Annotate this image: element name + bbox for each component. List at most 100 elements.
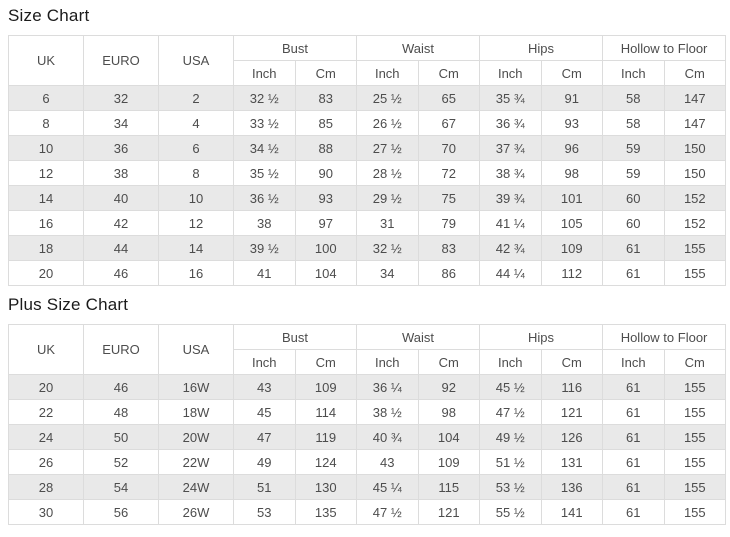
- table-cell: 37 ¾: [479, 135, 542, 161]
- table-cell: 109: [540, 235, 604, 261]
- table-row: 20 46 16W 43 109 36 ¼ 92 45 ½ 116 61 155: [8, 374, 727, 400]
- table-cell: 98: [540, 160, 604, 186]
- table-cell: 28 ½: [356, 160, 419, 186]
- table-cell: 93: [294, 185, 358, 211]
- table-cell: 152: [663, 185, 727, 211]
- table-cell: 155: [663, 424, 727, 450]
- table-cell: 42 ¾: [479, 235, 542, 261]
- table-cell: 6: [158, 135, 234, 161]
- table-cell: 155: [663, 374, 727, 400]
- header-row-units: Inch Cm Inch Cm Inch Cm Inch Cm: [9, 349, 727, 375]
- subheader-bust-cm: Cm: [294, 60, 358, 86]
- table-cell: 79: [417, 210, 481, 236]
- table-cell: 44: [83, 235, 159, 261]
- table-cell: 45: [233, 399, 296, 425]
- table-cell: 51 ½: [479, 449, 542, 475]
- table-cell: 53 ½: [479, 474, 542, 500]
- plus-size-chart-body: 20 46 16W 43 109 36 ¼ 92 45 ½ 116 61 155 22 48 18W 45 1…: [8, 374, 727, 525]
- column-header-usa: USA: [158, 35, 234, 86]
- table-cell: 61: [602, 374, 665, 400]
- table-cell: 105: [540, 210, 604, 236]
- table-cell: 47 ½: [479, 399, 542, 425]
- table-cell: 4: [158, 110, 234, 136]
- table-cell: 20: [8, 374, 84, 400]
- table-cell: 45 ¼: [356, 474, 419, 500]
- table-cell: 24W: [158, 474, 234, 500]
- table-row: 30 56 26W 53 135 47 ½ 121 55 ½ 141 61 155: [8, 499, 727, 525]
- column-header-euro: EURO: [83, 35, 159, 86]
- table-cell: 38 ½: [356, 399, 419, 425]
- table-cell: 93: [540, 110, 604, 136]
- table-cell: 70: [417, 135, 481, 161]
- table-cell: 2: [158, 85, 234, 111]
- table-cell: 10: [8, 135, 84, 161]
- table-cell: 98: [417, 399, 481, 425]
- table-cell: 112: [540, 260, 604, 286]
- table-cell: 72: [417, 160, 481, 186]
- table-cell: 29 ½: [356, 185, 419, 211]
- table-cell: 38: [83, 160, 159, 186]
- table-cell: 155: [663, 499, 727, 525]
- table-cell: 30: [8, 499, 84, 525]
- table-cell: 116: [540, 374, 604, 400]
- table-cell: 86: [417, 260, 481, 286]
- table-cell: 34: [356, 260, 419, 286]
- table-cell: 155: [663, 449, 727, 475]
- subheader-waist-inch: Inch: [356, 60, 419, 86]
- table-cell: 39 ¾: [479, 185, 542, 211]
- table-cell: 135: [294, 499, 358, 525]
- subheader-bust-inch: Inch: [233, 60, 296, 86]
- table-row: 6 32 2 32 ½ 83 25 ½ 65 35 ¾ 91 58 147: [8, 85, 727, 111]
- table-cell: 47: [233, 424, 296, 450]
- table-cell: 147: [663, 110, 727, 136]
- table-cell: 90: [294, 160, 358, 186]
- table-row: 28 54 24W 51 130 45 ¼ 115 53 ½ 136 61 155: [8, 474, 727, 500]
- table-cell: 61: [602, 235, 665, 261]
- table-cell: 92: [417, 374, 481, 400]
- table-cell: 97: [294, 210, 358, 236]
- subheader-hollow-inch: Inch: [602, 60, 665, 86]
- table-cell: 61: [602, 399, 665, 425]
- table-cell: 32: [83, 85, 159, 111]
- table-cell: 38: [233, 210, 296, 236]
- table-cell: 155: [663, 474, 727, 500]
- table-cell: 155: [663, 260, 727, 286]
- table-cell: 45 ½: [479, 374, 542, 400]
- size-chart-body: 6 32 2 32 ½ 83 25 ½ 65 35 ¾ 91 58 147 8 34 4 33 ½ 85 26 …: [8, 85, 727, 286]
- table-cell: 136: [540, 474, 604, 500]
- column-group-waist: Waist: [356, 324, 481, 350]
- table-cell: 46: [83, 260, 159, 286]
- table-row: 16 42 12 38 97 31 79 41 ¼ 105 60 152: [8, 210, 727, 236]
- table-cell: 67: [417, 110, 481, 136]
- table-cell: 26 ½: [356, 110, 419, 136]
- subheader-bust-cm: Cm: [294, 349, 358, 375]
- table-cell: 131: [540, 449, 604, 475]
- table-row: 24 50 20W 47 119 40 ¾ 104 49 ½ 126 61 155: [8, 424, 727, 450]
- table-cell: 31: [356, 210, 419, 236]
- table-cell: 35 ¾: [479, 85, 542, 111]
- table-cell: 34 ½: [233, 135, 296, 161]
- column-group-hollow-to-floor: Hollow to Floor: [602, 35, 727, 61]
- column-group-hollow-to-floor: Hollow to Floor: [602, 324, 727, 350]
- table-cell: 58: [602, 85, 665, 111]
- table-cell: 41 ¼: [479, 210, 542, 236]
- table-cell: 50: [83, 424, 159, 450]
- plus-size-chart-header: UK EURO USA Bust Waist Hips Hollow to Fl…: [8, 324, 727, 375]
- column-group-bust: Bust: [232, 35, 358, 61]
- table-cell: 51: [233, 474, 296, 500]
- table-cell: 104: [417, 424, 481, 450]
- size-chart-title: Size Chart: [8, 6, 90, 25]
- column-header-uk: UK: [8, 35, 84, 86]
- table-cell: 53: [233, 499, 296, 525]
- subheader-waist-cm: Cm: [417, 349, 481, 375]
- table-cell: 43: [233, 374, 296, 400]
- table-cell: 18W: [158, 399, 234, 425]
- table-cell: 20: [8, 260, 84, 286]
- table-row: 10 36 6 34 ½ 88 27 ½ 70 37 ¾ 96 59 150: [8, 135, 727, 161]
- table-cell: 46: [83, 374, 159, 400]
- table-row: 8 34 4 33 ½ 85 26 ½ 67 36 ¾ 93 58 147: [8, 110, 727, 136]
- table-cell: 56: [83, 499, 159, 525]
- table-cell: 61: [602, 449, 665, 475]
- table-cell: 12: [8, 160, 84, 186]
